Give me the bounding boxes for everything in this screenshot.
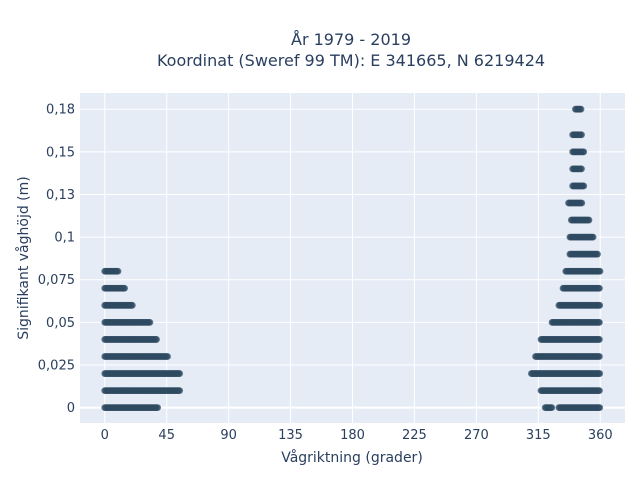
x-tick-label: 90 <box>220 428 237 443</box>
data-point <box>596 267 604 275</box>
y-gridlines <box>80 108 625 409</box>
data-point <box>176 370 184 377</box>
data-points <box>101 105 604 412</box>
x-tick-label: 315 <box>526 428 551 443</box>
data-point <box>153 336 160 343</box>
y-tick-label: 0,1 <box>54 231 75 246</box>
y-tick-label: 0,025 <box>38 359 75 374</box>
chart-title-line-2: Koordinat (Sweref 99 TM): E 341665, N 62… <box>157 51 545 70</box>
y-tick-labels: 0 0,025 0,05 0,075 0,1 0,13 0,15 0,18 <box>38 103 75 416</box>
data-point <box>596 301 604 309</box>
data-point <box>580 182 588 190</box>
data-point <box>578 199 586 207</box>
data-point <box>114 267 122 275</box>
data-point <box>121 284 128 292</box>
x-gridlines <box>104 93 601 423</box>
data-point <box>589 233 597 241</box>
y-tick-label: 0,13 <box>46 188 75 203</box>
chart-title-line-1: År 1979 - 2019 <box>291 30 411 49</box>
data-point <box>548 404 556 412</box>
data-point <box>596 336 603 343</box>
data-point <box>596 370 604 377</box>
data-point <box>164 353 171 360</box>
data-point <box>596 284 603 292</box>
data-point <box>578 165 585 173</box>
y-axis-title: Signifikant våghöjd (m) <box>15 176 32 339</box>
y-tick-label: 0,15 <box>46 145 75 160</box>
x-tick-label: 360 <box>588 428 613 443</box>
data-point <box>596 387 603 394</box>
data-point <box>580 148 588 156</box>
x-axis-title: Vågriktning (grader) <box>281 449 423 466</box>
data-point <box>596 404 604 412</box>
data-point <box>154 404 162 412</box>
data-point <box>176 387 184 394</box>
data-point <box>594 250 601 258</box>
x-tick-label: 270 <box>464 428 489 443</box>
x-tick-label: 135 <box>278 428 303 443</box>
x-tick-label: 0 <box>101 428 109 443</box>
y-tick-label: 0,18 <box>46 103 75 118</box>
data-point <box>128 301 136 309</box>
data-point <box>585 216 593 224</box>
data-point <box>596 353 603 360</box>
y-tick-label: 0 <box>67 401 75 416</box>
data-point <box>578 131 585 139</box>
y-tick-label: 0,05 <box>46 316 75 331</box>
x-tick-label: 225 <box>402 428 427 443</box>
y-tick-label: 0,075 <box>38 273 75 288</box>
data-point <box>596 318 603 326</box>
x-tick-labels: 0 45 90 135 180 225 270 315 360 <box>101 428 613 443</box>
data-point <box>577 105 585 113</box>
x-tick-label: 45 <box>158 428 175 443</box>
data-point <box>146 318 154 326</box>
x-tick-label: 180 <box>340 428 365 443</box>
